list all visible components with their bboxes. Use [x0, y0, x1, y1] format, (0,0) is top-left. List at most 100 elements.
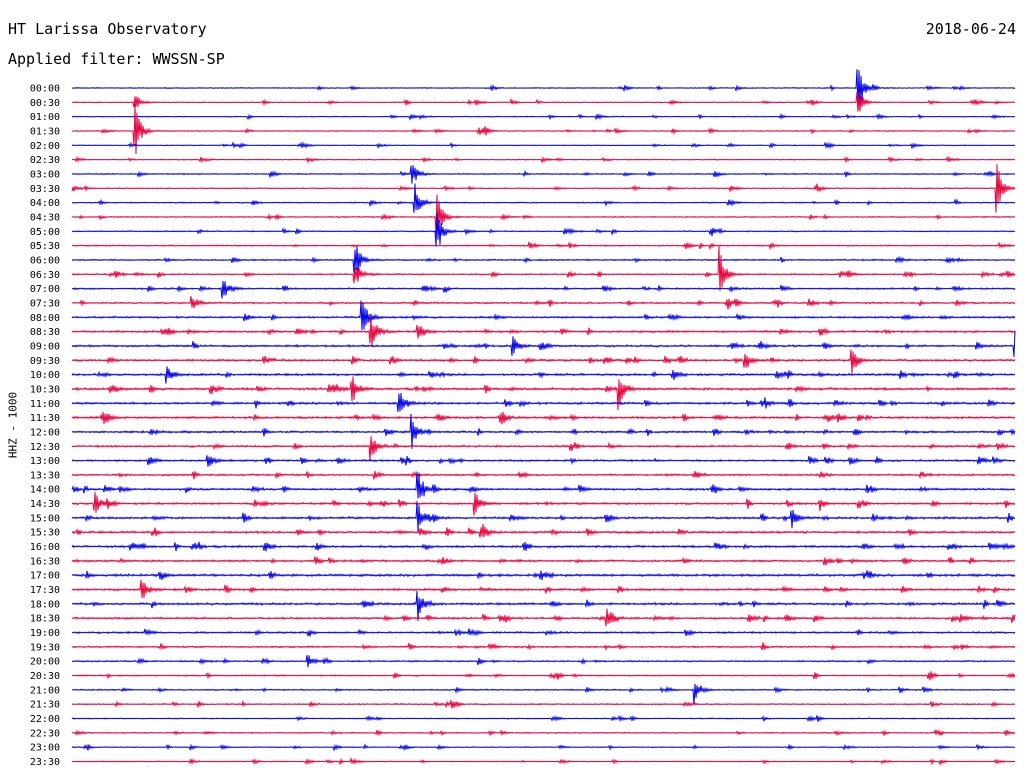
row-label: 00:00 — [30, 84, 60, 95]
trace-0330 — [71, 164, 1016, 213]
trace-1630 — [71, 556, 1016, 566]
trace-1000 — [71, 366, 1016, 384]
row-label: 03:30 — [30, 184, 60, 195]
row-label: 03:00 — [30, 169, 60, 180]
trace-1130 — [71, 411, 1016, 425]
trace-1830 — [71, 608, 1016, 627]
row-label: 01:00 — [30, 112, 60, 123]
trace-0600 — [71, 246, 1016, 274]
trace-1330 — [71, 470, 1016, 480]
row-time-labels: 00:00 00:30 01:00 01:30 02:00 02:30 03:00 03:30… — [30, 84, 60, 769]
row-label: 01:30 — [30, 126, 60, 137]
row-label: 06:00 — [30, 255, 60, 266]
row-label: 08:30 — [30, 327, 60, 338]
record-date: 2018-06-24 — [925, 20, 1016, 38]
row-label: 10:30 — [30, 384, 60, 395]
row-label: 21:00 — [30, 685, 60, 696]
trace-0830 — [71, 316, 1016, 348]
row-label: 07:00 — [30, 284, 60, 295]
trace-0900 — [71, 330, 1016, 357]
trace-0130 — [71, 104, 1016, 154]
filter-label: Applied filter: WWSSN-SP — [8, 50, 225, 68]
trace-0630 — [71, 246, 1016, 292]
row-label: 09:00 — [30, 341, 60, 352]
row-label: 10:00 — [30, 370, 60, 381]
trace-1100 — [71, 393, 1016, 413]
row-label: 02:00 — [30, 141, 60, 152]
row-label: 06:30 — [30, 270, 60, 281]
trace-0400 — [71, 183, 1016, 213]
trace-2230 — [71, 728, 1016, 737]
trace-1530 — [71, 524, 1016, 538]
trace-1500 — [71, 501, 1016, 532]
trace-0100 — [71, 112, 1016, 121]
row-label: 23:30 — [30, 757, 60, 768]
trace-0200 — [71, 141, 1016, 150]
row-label: 11:00 — [30, 399, 60, 410]
trace-1730 — [71, 579, 1016, 598]
row-label: 16:30 — [30, 556, 60, 567]
row-label: 20:00 — [30, 657, 60, 668]
trace-0500 — [71, 213, 1016, 247]
row-label: 04:00 — [30, 198, 60, 209]
row-label: 13:30 — [30, 470, 60, 481]
row-label: 17:30 — [30, 585, 60, 596]
trace-lines — [71, 69, 1016, 766]
row-label: 09:30 — [30, 356, 60, 367]
trace-1600 — [71, 541, 1016, 552]
trace-1900 — [71, 628, 1016, 637]
trace-0430 — [71, 194, 1016, 236]
row-label: 22:30 — [30, 728, 60, 739]
trace-0300 — [71, 165, 1016, 184]
row-label: 00:30 — [30, 98, 60, 109]
row-label: 14:00 — [30, 485, 60, 496]
trace-0530 — [71, 241, 1016, 251]
trace-0700 — [71, 280, 1016, 299]
row-label: 23:00 — [30, 743, 60, 754]
trace-2330 — [71, 756, 1016, 766]
trace-1230 — [71, 436, 1016, 461]
trace-2200 — [71, 714, 1016, 723]
row-label: 20:30 — [30, 671, 60, 682]
row-label: 04:30 — [30, 212, 60, 223]
trace-1400 — [71, 471, 1016, 499]
trace-0730 — [71, 295, 1016, 310]
trace-1800 — [71, 590, 1016, 621]
row-label: 13:00 — [30, 456, 60, 467]
row-label: 18:30 — [30, 614, 60, 625]
row-label: 17:00 — [30, 571, 60, 582]
trace-1030 — [71, 376, 1016, 411]
row-label: 15:30 — [30, 528, 60, 539]
trace-1930 — [71, 642, 1016, 652]
row-label: 07:30 — [30, 298, 60, 309]
row-label: 21:30 — [30, 700, 60, 711]
trace-0230 — [71, 155, 1016, 164]
trace-1200 — [71, 413, 1016, 449]
row-label: 05:00 — [30, 227, 60, 238]
trace-0030 — [71, 91, 1016, 112]
row-label: 15:00 — [30, 513, 60, 524]
row-label: 19:30 — [30, 642, 60, 653]
row-label: 05:30 — [30, 241, 60, 252]
trace-2300 — [71, 743, 1016, 752]
trace-1300 — [71, 455, 1016, 467]
row-label: 16:00 — [30, 542, 60, 553]
row-label: 18:00 — [30, 599, 60, 610]
trace-1700 — [71, 570, 1016, 581]
station-title: HT Larissa Observatory — [8, 20, 207, 38]
trace-2130 — [71, 699, 1016, 709]
row-label: 14:30 — [30, 499, 60, 510]
row-label: 12:00 — [30, 427, 60, 438]
trace-0800 — [71, 300, 1016, 331]
trace-2000 — [71, 655, 1016, 668]
trace-0930 — [71, 349, 1016, 374]
row-label: 11:30 — [30, 413, 60, 424]
trace-2030 — [71, 671, 1016, 681]
row-label: 02:30 — [30, 155, 60, 166]
row-label: 19:00 — [30, 628, 60, 639]
row-label: 12:30 — [30, 442, 60, 453]
trace-2100 — [71, 683, 1016, 705]
trace-0000 — [71, 69, 1016, 112]
trace-1430 — [71, 492, 1016, 516]
